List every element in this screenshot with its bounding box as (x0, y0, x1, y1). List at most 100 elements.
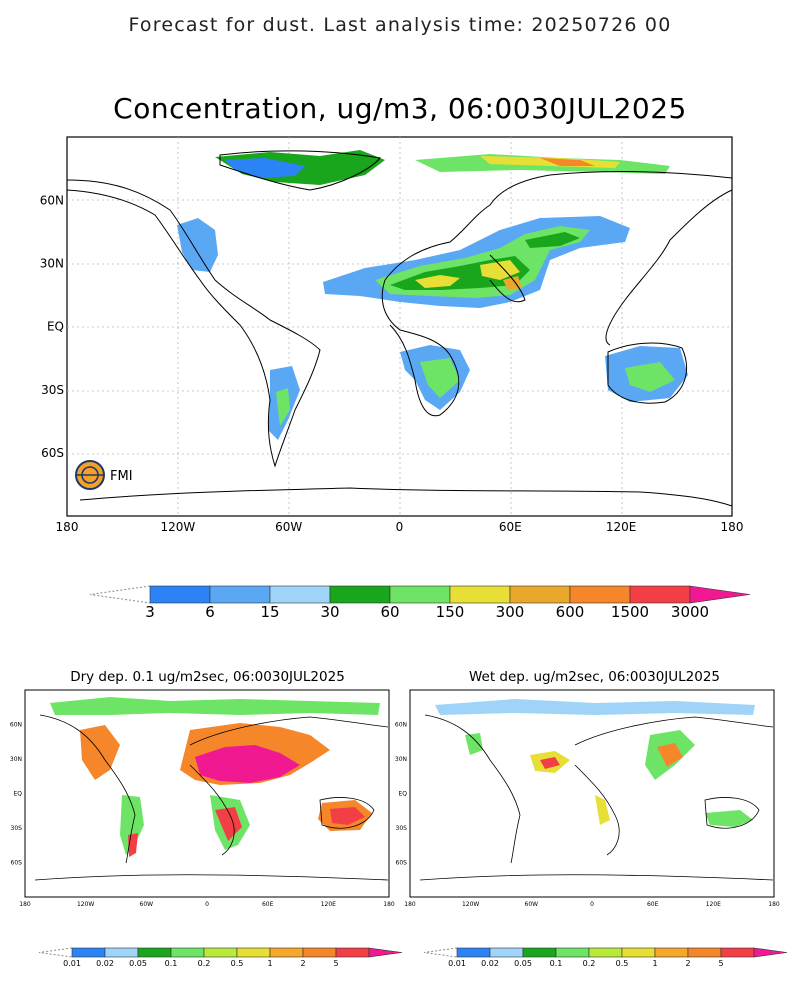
colorbar-swatch (269, 947, 304, 958)
longitude-label: 180 (383, 901, 395, 908)
longitude-label: 180 (404, 901, 416, 908)
longitude-label: 180 (768, 901, 780, 908)
colorbar-low-arrow (423, 947, 458, 958)
colorbar-label: 600 (556, 603, 585, 621)
latitude-labels: 60N 30N EQ 30S 60S (40, 193, 64, 460)
latitude-label: 60S (11, 860, 23, 867)
longitude-label: 120E (321, 901, 336, 908)
longitude-label: 120W (462, 901, 479, 908)
colorbar-swatch (456, 947, 491, 958)
dry-latitude-labels: 60N 30N EQ 30S 60S (10, 722, 22, 867)
colorbar-label: 0.1 (165, 959, 178, 968)
colorbar-swatch (522, 947, 557, 958)
colorbar-label: 150 (436, 603, 465, 621)
colorbar-label: 3 (145, 603, 155, 621)
colorbar-label: 1 (652, 959, 657, 968)
latitude-label: EQ (47, 320, 64, 334)
colorbar-label: 0.1 (550, 959, 563, 968)
latitude-label: 30S (396, 825, 408, 832)
latitude-label: 30S (11, 825, 23, 832)
colorbar-swatch (302, 947, 337, 958)
latitude-label: 60N (10, 722, 22, 729)
concentration-title: Concentration, ug/m3, 06:0030JUL2025 (113, 92, 687, 125)
colorbar-high-arrow (753, 947, 788, 958)
wet-deposition-field (435, 699, 755, 827)
longitude-label: 60E (647, 901, 659, 908)
colorbar-swatch (203, 947, 238, 958)
dry-deposition-field (50, 697, 380, 857)
dry-coastlines (34, 714, 389, 881)
longitude-label: 60W (140, 901, 154, 908)
colorbar-label: 30 (320, 603, 339, 621)
longitude-label: 0 (590, 901, 594, 908)
wet-deposition-map: 60N 30N EQ 30S 60S 180 120W 60W 0 60E 120E 180 (395, 689, 780, 908)
dry-deposition-title: Dry dep. 0.1 ug/m2sec, 06:0030JUL2025 (70, 669, 345, 685)
colorbar-swatch (509, 585, 571, 604)
colorbar-label: 3000 (671, 603, 709, 621)
latitude-label: 30S (41, 383, 64, 397)
colorbar-swatch (629, 585, 691, 604)
colorbar-label: 15 (260, 603, 279, 621)
colorbar-label: 0.5 (616, 959, 629, 968)
colorbar-swatch (104, 947, 139, 958)
colorbar-label: 0.02 (481, 959, 499, 968)
longitude-label: 120W (77, 901, 94, 908)
wet-longitude-labels: 180 120W 60W 0 60E 120E 180 (404, 901, 780, 908)
dry-longitude-labels: 180 120W 60W 0 60E 120E 180 (19, 901, 395, 908)
colorbar-label: 1500 (611, 603, 649, 621)
colorbar-label: 5 (718, 959, 723, 968)
latitude-label: EQ (398, 791, 407, 798)
colorbar-label: 0.5 (231, 959, 244, 968)
longitude-label: 60E (262, 901, 274, 908)
colorbar-label: 2 (685, 959, 690, 968)
colorbar-swatch (654, 947, 689, 958)
dry-deposition-map: 60N 30N EQ 30S 60S 180 120W 60W 0 60E 120E 180 (10, 689, 395, 908)
longitude-label: 0 (205, 901, 209, 908)
longitude-label: 120E (606, 520, 637, 534)
colorbar-swatch (170, 947, 205, 958)
dry-deposition-colorbar: 0.01 0.02 0.05 0.1 0.2 0.5 1 2 5 (38, 947, 403, 968)
wet-map-frame (409, 689, 775, 898)
latitude-label: 60S (41, 446, 64, 460)
map-frame (66, 136, 733, 517)
wet-deposition-title: Wet dep. ug/m2sec, 06:0030JUL2025 (468, 669, 721, 685)
colorbar-swatch (149, 585, 211, 604)
latitude-label: 30N (395, 756, 407, 763)
latitude-label: 60S (396, 860, 408, 867)
longitude-label: 180 (56, 520, 79, 534)
concentration-colorbar: 3 6 15 30 60 150 300 600 1500 3000 (89, 585, 751, 621)
colorbar-swatch (555, 947, 590, 958)
colorbar-swatch (687, 947, 722, 958)
colorbar-label: 0.02 (96, 959, 114, 968)
longitude-label: 120E (706, 901, 721, 908)
longitude-label: 60W (275, 520, 302, 534)
colorbar-high-arrow (689, 585, 751, 604)
colorbar-label: 0.2 (583, 959, 596, 968)
longitude-label: 60W (525, 901, 539, 908)
colorbar-label: 0.2 (198, 959, 211, 968)
colorbar-swatch (449, 585, 511, 604)
longitude-label: 120W (160, 520, 195, 534)
concentration-map: FMI 60N 30N EQ 30S 60S 180 120W 60W 0 60E 120E 180 (40, 136, 743, 534)
colorbar-low-arrow (38, 947, 73, 958)
latitude-label: 60N (395, 722, 407, 729)
colorbar-low-arrow (89, 585, 151, 604)
dry-map-frame (24, 689, 390, 898)
colorbar-swatch (569, 585, 631, 604)
colorbar-swatch (489, 947, 524, 958)
latitude-label: 30N (10, 756, 22, 763)
colorbar-label: 0.01 (63, 959, 81, 968)
colorbar-high-arrow (368, 947, 403, 958)
wet-coastlines (419, 714, 774, 881)
colorbar-label: 60 (380, 603, 399, 621)
latitude-label: 60N (40, 193, 64, 207)
colorbar-swatch (71, 947, 106, 958)
longitude-label: 0 (396, 520, 404, 534)
colorbar-swatch (209, 585, 271, 604)
colorbar-swatch (621, 947, 656, 958)
colorbar-swatch (720, 947, 755, 958)
colorbar-label: 300 (496, 603, 525, 621)
colorbar-label: 0.05 (129, 959, 147, 968)
coastlines (66, 150, 733, 507)
colorbar-label: 2 (300, 959, 305, 968)
